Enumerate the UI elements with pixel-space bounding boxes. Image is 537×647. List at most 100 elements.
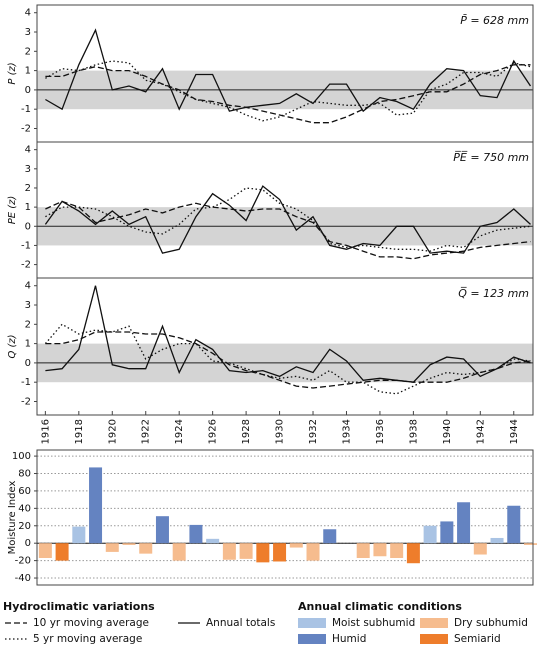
legend-label: Semiarid [454, 633, 501, 645]
legend-label: Humid [332, 633, 366, 645]
y-tick-label: 20 [18, 521, 31, 532]
x-tick-label: 1938 [408, 419, 419, 444]
bar [122, 543, 136, 545]
bar [206, 538, 220, 544]
y-tick-label: 2 [25, 319, 31, 330]
x-tick-label: 1916 [40, 419, 51, 444]
series-line [45, 285, 531, 383]
series-line [45, 60, 531, 122]
legend-label: 5 yr moving average [33, 633, 142, 645]
y-tick-label: -1 [21, 104, 31, 115]
y-axis-label: P (z) [7, 62, 18, 84]
series-line [45, 331, 531, 389]
bar [406, 543, 420, 564]
bar [89, 467, 103, 544]
y-tick-label: 3 [25, 300, 31, 311]
x-tick-label: 1922 [141, 419, 152, 444]
y-tick-label: -2 [21, 396, 31, 407]
legend-label: Moist subhumid [332, 617, 415, 629]
series-line [45, 187, 531, 252]
bar [507, 505, 521, 544]
series-line [45, 28, 532, 113]
y-tick-label: 40 [18, 503, 31, 514]
bar [373, 543, 387, 557]
bar [390, 543, 404, 558]
legend-label: Dry subhumid [454, 617, 528, 629]
bar [423, 525, 437, 544]
bar [55, 543, 69, 561]
legend-title: Hydroclimatic variations [3, 600, 155, 613]
bar [222, 543, 236, 560]
annotation: P̄ = 628 mm [460, 14, 529, 27]
y-tick-label: -1 [21, 240, 31, 251]
y-tick-label: 4 [25, 8, 31, 19]
bar [139, 543, 153, 554]
bar [38, 543, 52, 558]
x-tick-label: 1944 [509, 419, 520, 444]
y-tick-label: 2 [25, 183, 31, 194]
y-tick-label: 0 [25, 538, 31, 549]
x-tick-label: 1932 [308, 419, 319, 444]
legend-title: Annual climatic conditions [298, 600, 462, 613]
y-tick-label: -1 [21, 377, 31, 388]
bar [473, 543, 487, 555]
legend-label: Annual totals [206, 617, 275, 629]
legend-swatch [420, 634, 448, 644]
y-tick-label: 3 [25, 164, 31, 175]
bar [72, 526, 86, 544]
y-tick-label: 3 [25, 27, 31, 38]
x-tick-label: 1928 [241, 419, 252, 444]
y-axis-label: PE (z) [7, 196, 18, 225]
y-tick-label: -2 [21, 123, 31, 134]
bar [440, 521, 454, 544]
bar [155, 516, 169, 544]
y-tick-label: 1 [25, 66, 31, 77]
y-tick-label: 2 [25, 46, 31, 57]
bar [189, 524, 203, 544]
x-tick-label: 1924 [174, 419, 185, 444]
y-tick-label: 0 [25, 358, 31, 369]
y-tick-label: 80 [18, 469, 31, 480]
legend-swatch [298, 618, 326, 628]
x-tick-label: 1920 [107, 419, 118, 444]
bar [490, 537, 504, 544]
x-tick-label: 1940 [442, 419, 453, 444]
y-tick-label: 4 [25, 145, 31, 156]
x-tick-label: 1936 [375, 419, 386, 444]
bar [323, 529, 337, 544]
y-tick-label: -2 [21, 260, 31, 271]
series-line [45, 64, 531, 124]
y-tick-label: 1 [25, 202, 31, 213]
x-tick-label: 1942 [475, 419, 486, 444]
y-tick-label: 60 [18, 486, 31, 497]
y-tick-label: 0 [25, 85, 31, 96]
bar [256, 543, 270, 563]
bar [239, 543, 253, 559]
bar [273, 543, 287, 562]
x-tick-label: 1918 [74, 419, 85, 444]
bar [105, 543, 119, 552]
bar [356, 543, 370, 558]
y-tick-label: -20 [15, 556, 31, 567]
series-line [45, 200, 531, 260]
legend-swatch [298, 634, 326, 644]
series-line [44, 185, 531, 254]
bar [172, 543, 186, 561]
legend-label: 10 yr moving average [33, 617, 149, 629]
y-tick-label: -40 [15, 573, 31, 584]
legend-swatch [420, 618, 448, 628]
annotation: P̅E̅ = 750 mm [453, 151, 529, 164]
y-tick-label: 100 [12, 451, 31, 462]
y-axis-label: Moisture Index [7, 481, 18, 555]
x-tick-label: 1926 [208, 419, 219, 444]
x-tick-label: 1930 [275, 419, 286, 444]
y-tick-label: 4 [25, 281, 31, 292]
y-tick-label: 0 [25, 221, 31, 232]
y-axis-label: Q (z) [7, 334, 18, 358]
bar [289, 543, 303, 548]
bar [457, 502, 471, 544]
x-tick-label: 1934 [341, 419, 352, 444]
y-tick-label: 1 [25, 339, 31, 350]
bar [306, 543, 320, 561]
